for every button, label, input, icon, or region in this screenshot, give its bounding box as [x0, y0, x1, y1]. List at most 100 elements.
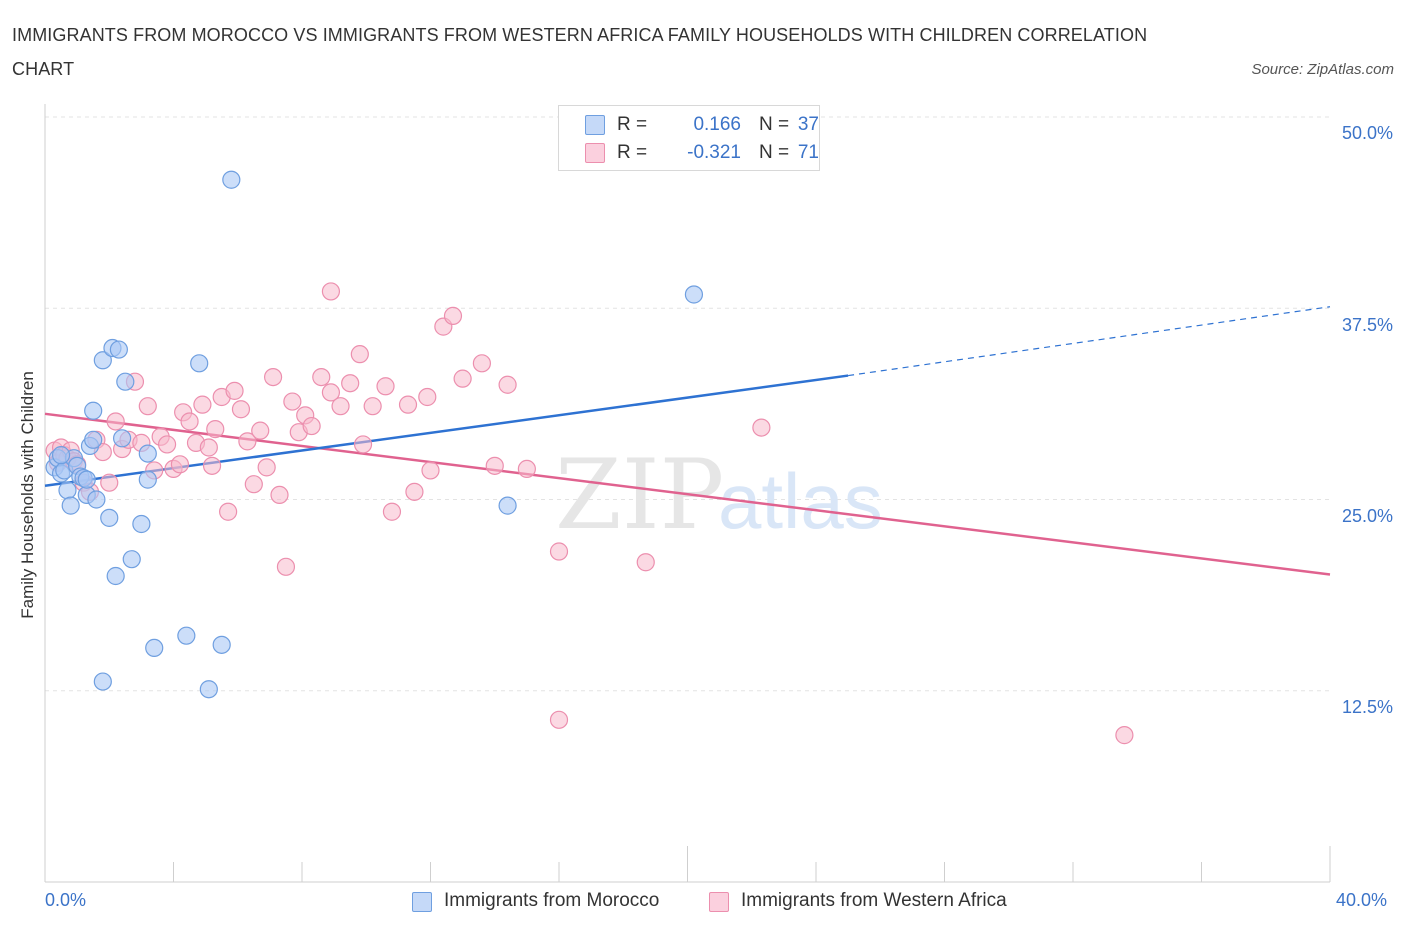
western-africa-point: [276, 557, 296, 576]
western-africa-point: [244, 475, 263, 494]
morocco-point: [116, 372, 135, 391]
morocco-point: [100, 508, 119, 527]
western-africa-point: [225, 381, 244, 400]
morocco-point: [145, 638, 164, 658]
western-africa-point: [170, 455, 190, 474]
western-africa-point: [157, 435, 177, 454]
western-africa-point: [341, 374, 360, 393]
western-africa-point: [206, 420, 225, 439]
legend-r-label: R =: [617, 114, 648, 135]
western-africa-point: [231, 400, 251, 419]
correlation-legend: R = 0.166 N = 37 R = -0.321 N = 71: [558, 105, 820, 171]
bottom-legend-label: Immigrants from Western Africa: [741, 890, 1007, 911]
western-africa-point: [382, 502, 402, 521]
morocco-point: [684, 285, 704, 304]
legend-n-value: 37: [797, 114, 819, 135]
morocco-trend-extension: [848, 306, 1331, 377]
western-africa-point: [398, 395, 418, 414]
western-africa-point: [363, 397, 382, 416]
y-tick-label: 25.0%: [1341, 506, 1393, 526]
western-africa-point: [106, 412, 125, 431]
morocco-point: [77, 470, 96, 489]
morocco-point: [51, 446, 71, 465]
morocco-point: [84, 401, 103, 420]
morocco-point: [106, 566, 125, 586]
morocco-point: [498, 496, 517, 515]
western-africa-point: [193, 395, 212, 414]
bottom-legend-swatch-western-africa: [709, 892, 729, 912]
western-africa-point: [199, 438, 218, 457]
western-africa-point: [283, 392, 302, 411]
chart-title: IMMIGRANTS FROM MOROCCO VS IMMIGRANTS FR…: [12, 25, 1148, 79]
western-africa-points: [45, 282, 1134, 745]
legend-r-value: 0.166: [693, 114, 741, 135]
axes: [44, 104, 1331, 883]
western-africa-point: [1115, 726, 1134, 745]
legend-r-label: R =: [617, 142, 648, 163]
western-africa-point: [485, 456, 504, 475]
western-africa-point: [270, 485, 289, 505]
bottom-legend-swatch-morocco: [412, 892, 432, 912]
western-africa-point: [498, 375, 517, 394]
legend-swatch-western-africa: [585, 143, 605, 163]
western-africa-trend-line: [44, 412, 1331, 576]
morocco-point: [93, 351, 112, 370]
source-label: Source: ZipAtlas.com: [1251, 61, 1394, 78]
morocco-point: [199, 680, 218, 699]
western-africa-point: [376, 377, 395, 396]
western-africa-point: [405, 482, 424, 501]
morocco-point: [212, 635, 231, 654]
legend-swatch-morocco: [585, 115, 605, 135]
morocco-point: [112, 429, 132, 448]
western-africa-point: [263, 368, 283, 387]
western-africa-point: [100, 473, 119, 492]
legend-r-value: -0.321: [687, 142, 741, 163]
morocco-point: [190, 354, 209, 373]
western-africa-point: [331, 397, 350, 416]
morocco-points: [45, 170, 704, 699]
y-tick-label: 50.0%: [1341, 123, 1393, 143]
western-africa-point: [321, 282, 341, 301]
western-africa-point: [257, 458, 276, 477]
morocco-point: [177, 626, 196, 645]
legend-n-label: N =: [759, 114, 790, 135]
western-africa-point: [321, 383, 341, 402]
western-africa-point: [251, 421, 270, 440]
morocco-point: [84, 430, 103, 449]
morocco-point: [93, 672, 112, 691]
western-africa-point: [549, 542, 569, 561]
western-africa-point: [549, 710, 569, 729]
western-africa-point: [350, 345, 369, 364]
western-africa-point: [443, 306, 463, 325]
western-africa-point: [472, 354, 491, 373]
morocco-point: [109, 340, 128, 359]
western-africa-point: [180, 412, 199, 431]
western-africa-point: [202, 456, 222, 475]
western-africa-point: [138, 397, 157, 416]
western-africa-point: [238, 432, 257, 451]
morocco-point: [132, 514, 151, 534]
x-min-label: 0.0%: [45, 890, 87, 910]
western-africa-point: [421, 461, 440, 480]
x-max-label: 40.0%: [1336, 890, 1388, 910]
western-africa-point: [636, 553, 655, 572]
legend-n-label: N =: [759, 142, 790, 163]
western-africa-point: [453, 369, 472, 388]
western-africa-point: [418, 387, 437, 407]
western-africa-point: [302, 416, 321, 436]
watermark: ZIP atlas: [555, 439, 883, 551]
morocco-point: [87, 490, 106, 509]
morocco-point: [138, 444, 157, 463]
morocco-point: [122, 550, 141, 569]
morocco-point: [61, 496, 80, 515]
western-africa-point: [312, 368, 331, 387]
legend-n-value: 71: [797, 142, 819, 163]
morocco-point: [138, 470, 157, 489]
western-africa-point: [353, 435, 373, 454]
y-tick-label: 37.5%: [1341, 315, 1393, 335]
morocco-point: [58, 481, 77, 500]
western-africa-point: [219, 502, 238, 521]
bottom-legend-label: Immigrants from Morocco: [444, 890, 660, 911]
y-tick-label: 12.5%: [1341, 697, 1393, 717]
